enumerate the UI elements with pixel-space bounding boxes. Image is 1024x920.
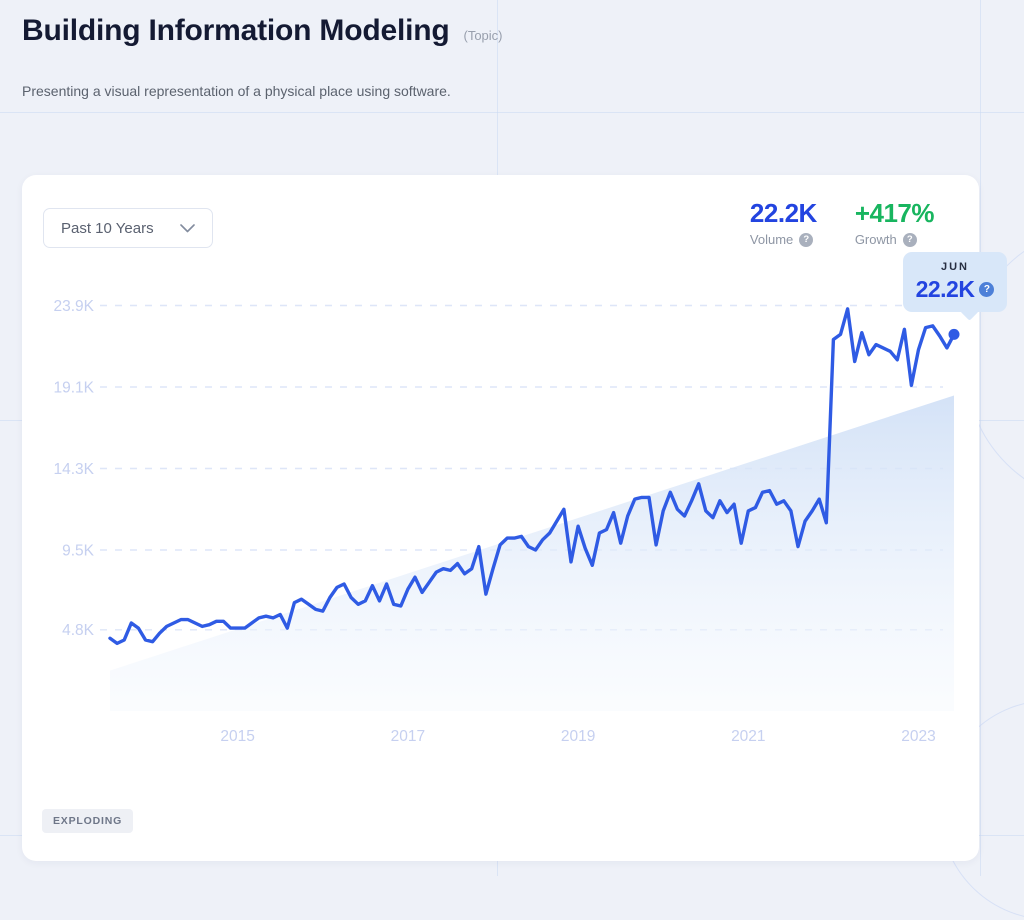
volume-line[interactable]: [108, 307, 956, 646]
exploding-badge: EXPLODING: [42, 809, 134, 833]
y-axis-label: 23.9K: [53, 298, 94, 315]
stats-row: 22.2K Volume ? +417% Growth ?: [750, 198, 935, 247]
background-gridline: [980, 0, 981, 876]
x-axis-label: 2015: [220, 728, 254, 745]
y-axis-label: 19.1K: [53, 379, 94, 396]
page-subtitle: Presenting a visual representation of a …: [22, 83, 451, 99]
growth-value: +417%: [854, 198, 935, 228]
time-range-value: Past 10 Years: [61, 219, 154, 237]
latest-point-dot[interactable]: [948, 328, 960, 340]
y-axis-label: 14.3K: [53, 461, 94, 478]
chart-tooltip: JUN 22.2K ?: [903, 252, 1007, 321]
page-title: Building Information Modeling: [22, 14, 450, 47]
x-axis-label: 2023: [901, 728, 935, 745]
trend-card: Past 10 Years 22.2K Volume ? +417% Growt…: [22, 175, 1007, 861]
help-icon[interactable]: ?: [799, 232, 814, 247]
y-axis-label: 4.8K: [62, 622, 95, 639]
time-range-dropdown[interactable]: Past 10 Years: [43, 208, 213, 248]
volume-stat: 22.2K Volume ?: [750, 200, 817, 247]
topic-tag: (Topic): [463, 28, 503, 43]
background-gridline: [0, 112, 1024, 113]
tooltip-month: JUN: [940, 261, 969, 273]
volume-value: 22.2K: [749, 198, 817, 228]
page-header: Building Information Modeling (Topic) Pr…: [0, 0, 1024, 99]
x-axis-label: 2021: [731, 728, 765, 745]
volume-label: Volume: [749, 232, 794, 247]
chevron-down-icon: [179, 223, 195, 233]
growth-label: Growth: [854, 232, 897, 247]
help-icon[interactable]: ?: [979, 282, 995, 297]
x-axis-label: 2017: [391, 728, 425, 745]
y-axis-label: 9.5K: [62, 542, 95, 559]
help-icon[interactable]: ?: [902, 232, 917, 247]
trend-chart[interactable]: 23.9K 19.1K 14.3K 9.5K 4.8K 2015 2017 2019 2021 2…: [22, 175, 979, 861]
x-axis-label: 2019: [561, 728, 595, 745]
trend-area: [110, 395, 954, 711]
tooltip-value: 22.2K: [915, 276, 975, 302]
growth-stat: +417% Growth ?: [854, 198, 935, 247]
